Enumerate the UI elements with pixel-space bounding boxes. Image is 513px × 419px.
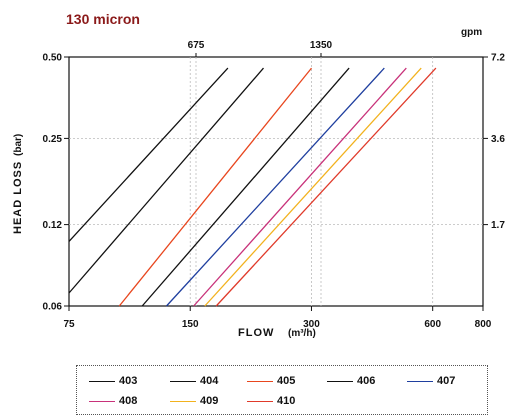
legend-label: 407 (437, 375, 456, 387)
x-axis-unit: (m³/h) (288, 328, 316, 339)
legend-item-409: 409 (170, 393, 218, 409)
legend-item-404: 404 (170, 373, 218, 389)
series-line-403 (68, 67, 229, 242)
legend-swatch (170, 380, 196, 382)
y-tick-label: 0.06 (43, 302, 63, 313)
series-layer (68, 67, 437, 307)
legend-item-406: 406 (327, 373, 375, 389)
top-axis-ticks: 675 1350 (188, 40, 333, 57)
legend-swatch (170, 400, 196, 402)
legend-item-407: 407 (407, 373, 455, 389)
series-line-406 (141, 67, 350, 307)
series-line-410 (215, 67, 437, 307)
series-line-408 (193, 67, 407, 307)
y-tick-label: 0.50 (43, 53, 63, 64)
legend-swatch (247, 400, 273, 402)
legend-swatch (89, 400, 115, 402)
top-tick-label: 1350 (310, 40, 333, 51)
y-tick-label: 0.12 (43, 220, 63, 231)
series-line-405 (118, 67, 313, 307)
legend-swatch (407, 380, 433, 382)
x-axis-label: FLOW (238, 327, 274, 339)
legend-label: 404 (200, 375, 219, 387)
x-tick-label: 150 (182, 319, 199, 330)
legend-label: 410 (277, 395, 296, 407)
x-tick-label: 75 (63, 319, 75, 330)
y-axis-ticks: 0.06 0.12 0.25 0.50 (43, 53, 69, 313)
y-tick-label: 0.25 (43, 134, 63, 145)
plot-area (68, 56, 484, 307)
legend-swatch (89, 380, 115, 382)
legend-swatch (327, 380, 353, 382)
series-line-404 (68, 67, 264, 294)
right-axis-ticks: 7.2 3.6 1.7 (483, 53, 505, 231)
legend-item-408: 408 (89, 393, 137, 409)
x-axis-ticks: 75 150 300 600 800 (63, 306, 492, 330)
top-axis-unit: gpm (461, 27, 482, 38)
y-axis-label: HEAD LOSS (12, 161, 24, 234)
right-tick-label: 1.7 (491, 220, 505, 231)
top-tick-label: 675 (188, 40, 205, 51)
legend-label: 408 (119, 395, 138, 407)
legend-label: 405 (277, 375, 296, 387)
legend-label: 403 (119, 375, 138, 387)
legend-label: 409 (200, 395, 219, 407)
legend-label: 406 (357, 375, 376, 387)
legend: 403 404 405 406 407 408 409 410 (76, 365, 488, 415)
series-line-407 (166, 67, 385, 307)
series-line-409 (204, 67, 422, 307)
legend-swatch (247, 380, 273, 382)
right-tick-label: 3.6 (491, 134, 505, 145)
grid-lines (69, 57, 483, 306)
legend-item-405: 405 (247, 373, 295, 389)
right-tick-label: 7.2 (491, 53, 505, 64)
chart-title: 130 micron (66, 11, 140, 27)
legend-item-410: 410 (247, 393, 295, 409)
x-tick-label: 800 (475, 319, 492, 330)
y-axis-unit: (bar) (13, 134, 24, 156)
x-tick-label: 600 (424, 319, 441, 330)
legend-item-403: 403 (89, 373, 137, 389)
x-tick-label: 300 (303, 319, 320, 330)
